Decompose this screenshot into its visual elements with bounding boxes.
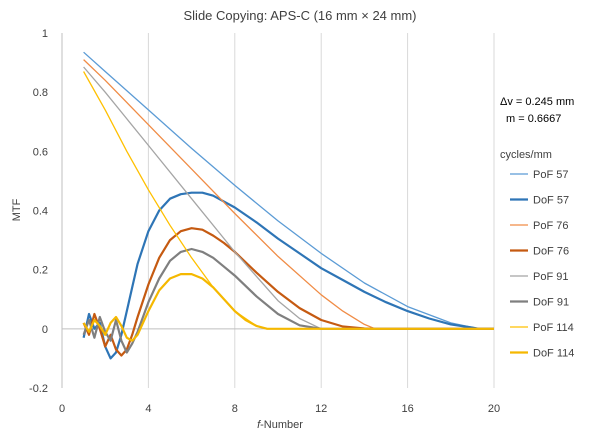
x-tick-label: 20 — [488, 403, 500, 415]
annotation-magnification: m = 0.6667 — [506, 113, 561, 125]
y-tick-label: 0.8 — [33, 87, 48, 99]
series-dof-76 — [82, 227, 494, 357]
series-dof-91 — [82, 247, 494, 354]
x-axis-label-rest: -Number — [260, 419, 303, 431]
series-pof-57 — [83, 51, 494, 330]
y-tick-label: 0 — [42, 324, 48, 336]
annotation-delta-v: Δv = 0.245 mm — [500, 96, 574, 108]
x-tick-label: 8 — [232, 403, 238, 415]
y-tick-label: 0.6 — [33, 146, 48, 158]
series-dof-57 — [82, 191, 494, 360]
legend-label: PoF 114 — [533, 322, 574, 334]
x-tick-label: 0 — [59, 403, 65, 415]
legend-label: DoF 114 — [533, 348, 574, 360]
x-axis-label-italic: f — [257, 419, 261, 431]
legend: PoF 57 DoF 57 PoF 76 DoF 76 PoF 91 DoF 91 PoF … — [510, 169, 574, 360]
y-tick-label: 0.2 — [33, 265, 48, 277]
legend-label: PoF 91 — [533, 271, 568, 283]
series-dof-114 — [82, 273, 494, 342]
series-lines — [82, 51, 494, 360]
y-tick-label: 0.4 — [33, 206, 48, 218]
y-tick-label: 1 — [42, 28, 48, 40]
x-tick-label: 12 — [315, 403, 327, 415]
x-tick-label: 4 — [145, 403, 151, 415]
y-axis-label: MTF — [11, 198, 23, 221]
x-tick-label: 16 — [401, 403, 413, 415]
legend-label: DoF 76 — [533, 246, 569, 258]
series-pof-76 — [83, 59, 494, 330]
legend-label: DoF 57 — [533, 195, 569, 207]
legend-label: PoF 57 — [533, 169, 568, 181]
x-axis-label: f-Number — [257, 419, 303, 431]
legend-label: PoF 76 — [533, 220, 568, 232]
y-tick-label: -0.2 — [29, 383, 48, 395]
series-pof-91 — [83, 66, 494, 330]
chart-title: Slide Copying: APS-C (16 mm × 24 mm) — [184, 8, 417, 23]
legend-title: cycles/mm — [500, 149, 552, 161]
legend-label: DoF 91 — [533, 297, 569, 309]
tick-labels: 0 4 8 12 16 20 -0.2 0 0.2 0.4 0.6 0.8 1 — [29, 28, 500, 415]
